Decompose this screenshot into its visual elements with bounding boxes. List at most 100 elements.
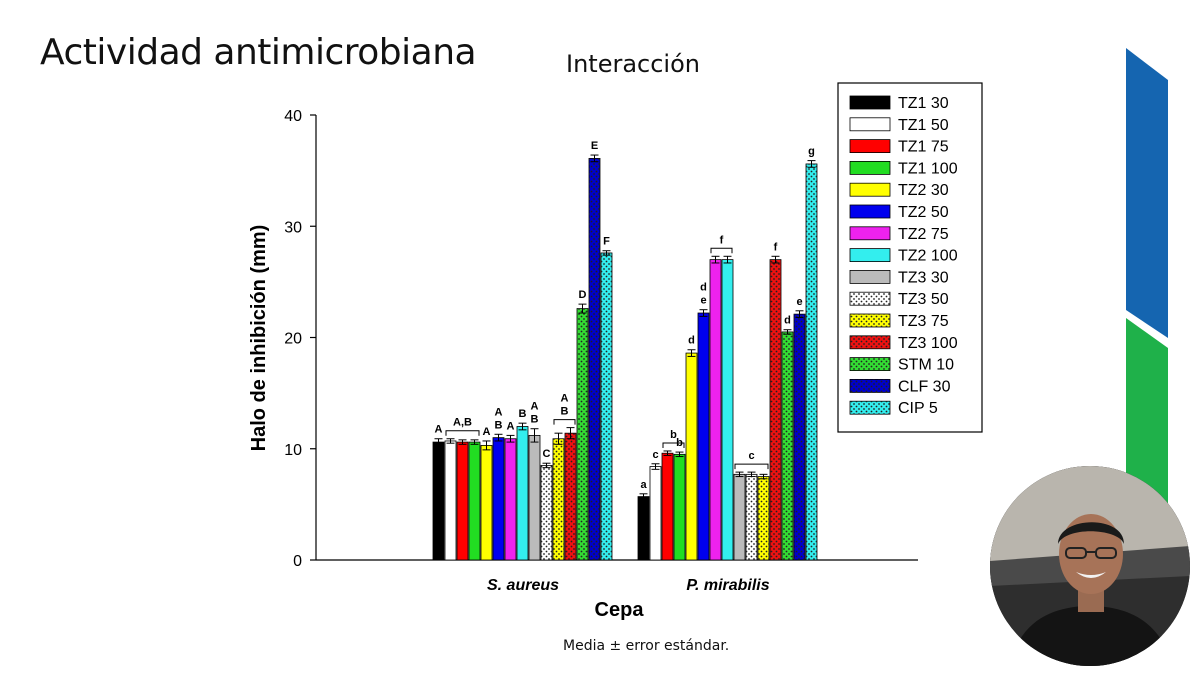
bar <box>709 259 722 561</box>
bar <box>516 426 529 561</box>
bar <box>504 438 517 561</box>
bar <box>637 496 650 561</box>
bar-pattern <box>589 158 600 560</box>
bar-pattern <box>541 465 552 560</box>
bar <box>468 441 481 561</box>
x-axis-label: Cepa <box>595 599 645 621</box>
legend-label: TZ2 75 <box>898 226 949 243</box>
significance-label: g <box>808 146 815 158</box>
legend-swatch-pattern <box>850 314 890 327</box>
significance-label: d <box>700 282 707 294</box>
legend-swatch <box>849 160 891 175</box>
legend-swatch <box>849 248 891 263</box>
presenter-image <box>990 466 1190 666</box>
group-bracket <box>734 463 769 470</box>
significance-label: A <box>507 420 515 432</box>
x-tick-label: S. aureus <box>487 577 559 594</box>
significance-label: d <box>784 315 791 327</box>
significance-label: F <box>603 236 610 248</box>
legend-swatch-pattern <box>850 401 890 415</box>
group-bracket <box>662 442 685 448</box>
group-bracket <box>553 419 576 425</box>
group-bracket <box>445 430 480 436</box>
legend-label: TZ1 50 <box>898 117 949 134</box>
legend-label: TZ3 75 <box>898 313 949 330</box>
legend-swatch <box>849 226 891 241</box>
significance-label: e <box>796 296 802 308</box>
bar-pattern <box>794 314 805 560</box>
bar <box>661 452 674 561</box>
y-tick-label: 40 <box>284 108 302 125</box>
legend-swatch <box>849 117 891 132</box>
significance-label: f <box>774 241 778 253</box>
bar <box>697 312 710 561</box>
legend-swatch <box>849 182 891 197</box>
legend-label: TZ2 100 <box>898 248 958 265</box>
bar-pattern <box>553 438 564 560</box>
bar <box>685 352 698 561</box>
significance-label: A <box>531 401 539 413</box>
legend-swatch-pattern <box>850 357 890 371</box>
legend-label: TZ1 100 <box>898 160 958 177</box>
bar <box>444 440 457 561</box>
significance-label: B <box>519 408 527 420</box>
bracket-label: A,B <box>453 417 472 429</box>
accent-stripes <box>1126 48 1168 510</box>
significance-label: e <box>700 295 706 307</box>
significance-label: A <box>435 424 443 436</box>
group-bracket <box>710 247 733 254</box>
significance-label: C <box>543 448 551 460</box>
bracket-label: f <box>720 234 724 246</box>
bracket-label: A <box>561 393 569 405</box>
legend-label: TZ3 50 <box>898 291 949 308</box>
y-axis-label: Halo de inhibición (mm) <box>248 225 270 452</box>
y-tick-label: 20 <box>284 331 302 348</box>
accent-green-block <box>1126 318 1168 510</box>
accent-blue-block <box>1126 48 1168 338</box>
legend-label: TZ1 30 <box>898 95 949 112</box>
legend-swatch <box>849 269 891 284</box>
bar-pattern <box>782 331 793 560</box>
bar <box>528 434 541 561</box>
x-tick-label: P. mirabilis <box>686 577 769 594</box>
significance-label: E <box>591 140 598 152</box>
bracket-label: c <box>748 450 754 462</box>
legend-swatch-pattern <box>850 292 890 306</box>
legend-label: CIP 5 <box>898 400 938 417</box>
bar <box>456 441 469 561</box>
bar-pattern <box>746 474 757 560</box>
presenter-video <box>990 466 1190 666</box>
y-tick-label: 30 <box>284 219 302 236</box>
significance-label: A <box>495 406 503 418</box>
bracket-label: b <box>670 429 677 441</box>
bar-pattern <box>770 259 781 560</box>
bar-pattern <box>565 433 576 560</box>
significance-label: d <box>688 335 695 347</box>
legend-swatch <box>849 204 891 219</box>
legend-swatch-pattern <box>850 379 890 393</box>
legend-swatch <box>849 95 891 110</box>
bar <box>733 473 746 561</box>
legend-label: TZ3 100 <box>898 335 958 352</box>
bar-pattern <box>806 163 817 560</box>
bar <box>492 437 505 561</box>
significance-label: a <box>640 479 647 491</box>
footnote: Media ± error estándar. <box>563 638 730 654</box>
bar-pattern <box>601 252 612 560</box>
bar <box>721 259 734 561</box>
legend-label: TZ3 30 <box>898 269 949 286</box>
legend-label: TZ2 50 <box>898 204 949 221</box>
bracket-label: B <box>561 406 569 418</box>
legend-swatch <box>849 139 891 154</box>
legend-label: STM 10 <box>898 357 954 374</box>
y-tick-label: 0 <box>293 553 302 570</box>
bar-pattern <box>577 308 588 560</box>
significance-label: D <box>579 289 587 301</box>
significance-label: A <box>483 426 491 438</box>
bar-pattern <box>758 476 769 560</box>
legend-label: CLF 30 <box>898 378 951 395</box>
slide-title: Actividad antimicrobiana <box>40 32 477 73</box>
significance-label: B <box>495 419 503 431</box>
y-tick-label: 10 <box>284 442 302 459</box>
